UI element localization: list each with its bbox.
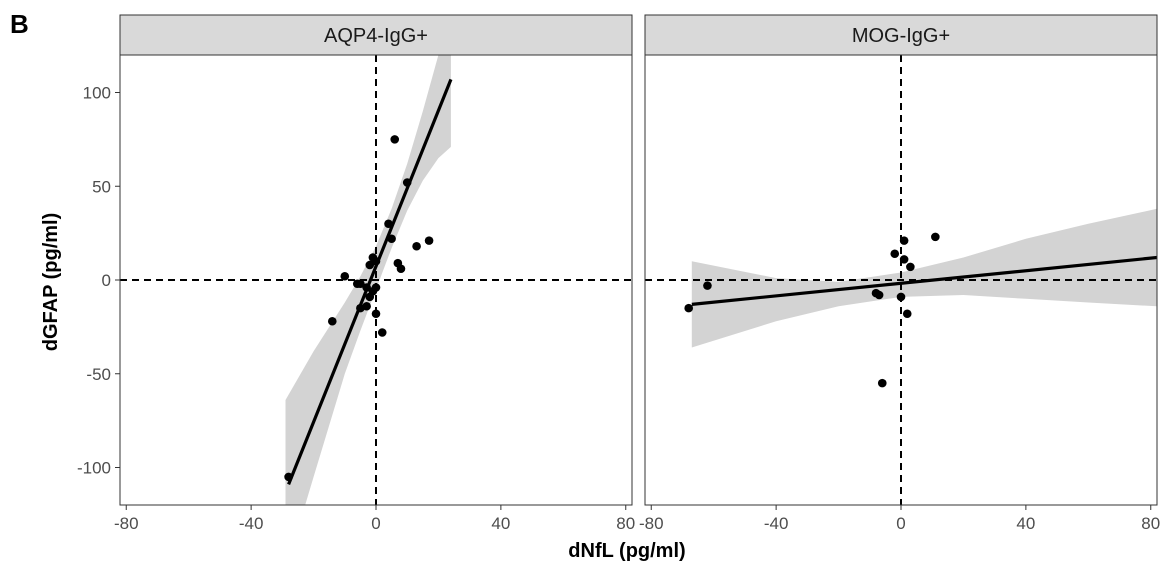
y-tick-label: -100 — [77, 459, 111, 478]
plot-area — [120, 55, 632, 505]
data-point — [356, 279, 365, 289]
data-point — [703, 281, 712, 290]
data-point — [899, 236, 909, 245]
data-point — [902, 309, 912, 319]
data-point — [877, 378, 887, 388]
x-tick-label: -40 — [239, 514, 264, 533]
data-point — [377, 328, 387, 337]
x-tick-label: -80 — [639, 514, 664, 533]
data-point — [371, 309, 381, 319]
data-point — [390, 135, 400, 144]
data-point — [684, 303, 694, 313]
x-tick-label: 40 — [491, 514, 510, 533]
x-tick-label: 0 — [371, 514, 380, 533]
regression-line — [287, 78, 453, 485]
x-tick-label: 40 — [1016, 514, 1035, 533]
figure-label: B — [10, 9, 29, 39]
strip-label: AQP4-IgG+ — [324, 25, 428, 47]
data-point — [327, 316, 337, 326]
data-point — [371, 283, 381, 292]
data-point — [412, 241, 421, 251]
y-tick-label: -50 — [86, 365, 111, 384]
data-point — [896, 292, 906, 302]
x-axis-title: dNfL (pg/ml) — [568, 540, 685, 562]
data-point — [340, 271, 350, 281]
data-point — [365, 260, 375, 270]
x-tick-label: 0 — [896, 514, 905, 533]
data-point — [890, 249, 900, 259]
data-point — [424, 236, 434, 245]
data-point — [931, 232, 940, 242]
data-point — [396, 264, 406, 274]
panels: AQP4-IgG+ -80 -40 0 40 80 -100 -50 0 50 100 MOG-IgG… — [77, 14, 1160, 533]
x-tick-label: -40 — [764, 514, 789, 533]
data-point — [899, 255, 909, 264]
strip-header — [119, 14, 633, 56]
panel-1: AQP4-IgG+ -80 -40 0 40 80 -100 -50 0 50 100 — [77, 14, 635, 533]
data-point — [362, 301, 371, 311]
panel-2: MOG-IgG+ -80 -40 0 40 80 — [639, 14, 1160, 533]
strip-header — [644, 14, 1158, 56]
regression-line — [691, 255, 1157, 306]
plot-area — [645, 55, 1157, 505]
y-axis-title: dGFAP (pg/ml) — [40, 213, 62, 352]
data-point — [906, 262, 915, 272]
y-tick-label: 0 — [102, 271, 111, 290]
x-tick-label: 80 — [616, 514, 635, 533]
x-tick-label: 80 — [1141, 514, 1160, 533]
y-tick-label: 50 — [92, 177, 111, 196]
y-tick-label: 100 — [83, 84, 111, 103]
data-point — [874, 290, 884, 300]
strip-label: MOG-IgG+ — [852, 25, 950, 47]
x-tick-label: -80 — [114, 514, 139, 533]
confidence-band — [691, 208, 1157, 348]
